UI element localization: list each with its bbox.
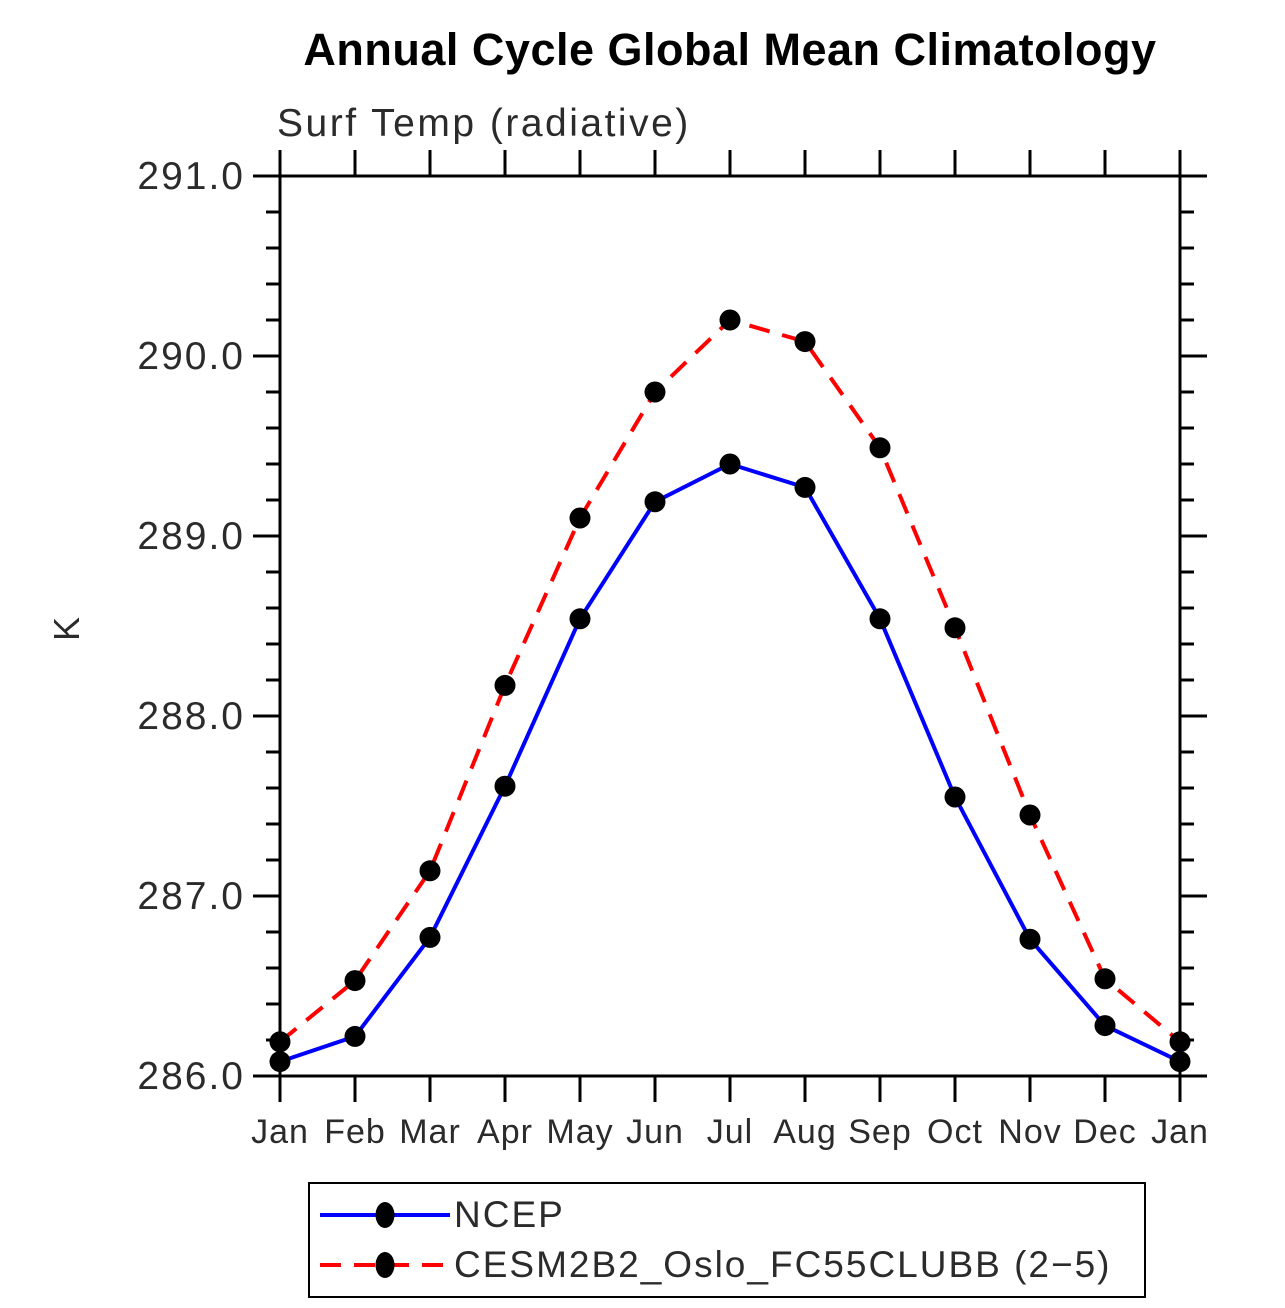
series-marker-1 bbox=[719, 309, 741, 331]
series-marker-1 bbox=[944, 617, 966, 639]
x-tick-label: Jul bbox=[707, 1113, 753, 1151]
cesm-line-sample bbox=[320, 1252, 450, 1278]
x-tick-label: Feb bbox=[324, 1113, 386, 1151]
y-tick-label: 287.0 bbox=[137, 875, 245, 918]
x-tick-label: Jan bbox=[251, 1113, 309, 1151]
x-tick-label: May bbox=[546, 1113, 613, 1151]
series-marker-1 bbox=[1019, 804, 1041, 826]
series-marker-0 bbox=[644, 491, 666, 513]
ncep-line-sample-marker bbox=[375, 1202, 395, 1228]
series-marker-1 bbox=[344, 970, 366, 992]
x-tick-label: Jan bbox=[1151, 1113, 1209, 1151]
ncep-line-sample bbox=[320, 1202, 450, 1228]
series-line-1 bbox=[278, 317, 1182, 1044]
legend-label-ncep: NCEP bbox=[454, 1194, 565, 1235]
series-marker-0 bbox=[794, 476, 816, 498]
series-marker-0 bbox=[719, 453, 741, 475]
x-tick-label: Nov bbox=[998, 1113, 1061, 1151]
series-marker-0 bbox=[1094, 1015, 1116, 1037]
legend-item-cesm: CESM2B2_Oslo_FC55CLUBB (2−5) bbox=[316, 1244, 1144, 1286]
series-marker-0 bbox=[869, 608, 891, 630]
x-tick-label: Oct bbox=[927, 1113, 983, 1151]
series-marker-0 bbox=[419, 926, 441, 948]
y-tick-label: 291.0 bbox=[137, 155, 245, 198]
series-marker-1 bbox=[569, 507, 591, 529]
series-marker-1 bbox=[494, 674, 516, 696]
series-marker-0 bbox=[944, 786, 966, 808]
y-tick-label: 289.0 bbox=[137, 515, 245, 558]
series-marker-1 bbox=[419, 860, 441, 882]
x-tick-label: Jun bbox=[626, 1113, 684, 1151]
x-tick-label: Sep bbox=[848, 1113, 912, 1151]
x-tick-label: Apr bbox=[477, 1113, 533, 1151]
series-marker-1 bbox=[794, 331, 816, 353]
legend-item-ncep: NCEP bbox=[316, 1194, 1144, 1236]
series-marker-0 bbox=[569, 608, 591, 630]
series-marker-1 bbox=[644, 381, 666, 403]
series-marker-1 bbox=[1169, 1031, 1191, 1053]
cesm-line-sample-marker bbox=[375, 1252, 395, 1278]
series-line-0 bbox=[279, 461, 1181, 1064]
page-title: Annual Cycle Global Mean Climatology bbox=[303, 24, 1157, 75]
y-tick-label: 290.0 bbox=[137, 335, 245, 378]
series-marker-0 bbox=[344, 1025, 366, 1047]
series-marker-0 bbox=[1019, 928, 1041, 950]
x-tick-label: Dec bbox=[1073, 1113, 1136, 1151]
series-marker-0 bbox=[1169, 1051, 1191, 1073]
y-tick-label: 286.0 bbox=[137, 1055, 245, 1098]
series-marker-1 bbox=[869, 437, 891, 459]
y-tick-label: 288.0 bbox=[137, 695, 245, 738]
series-marker-0 bbox=[269, 1051, 291, 1073]
chart-subtitle: Surf Temp (radiative) bbox=[277, 102, 691, 145]
series-marker-1 bbox=[269, 1031, 291, 1053]
series-marker-1 bbox=[1094, 968, 1116, 990]
legend-label-cesm: CESM2B2_Oslo_FC55CLUBB (2−5) bbox=[454, 1244, 1112, 1285]
x-tick-label: Mar bbox=[399, 1113, 461, 1151]
series-marker-0 bbox=[494, 775, 516, 797]
legend: NCEP CESM2B2_Oslo_FC55CLUBB (2−5) bbox=[308, 1182, 1146, 1298]
x-tick-label: Aug bbox=[773, 1113, 837, 1151]
